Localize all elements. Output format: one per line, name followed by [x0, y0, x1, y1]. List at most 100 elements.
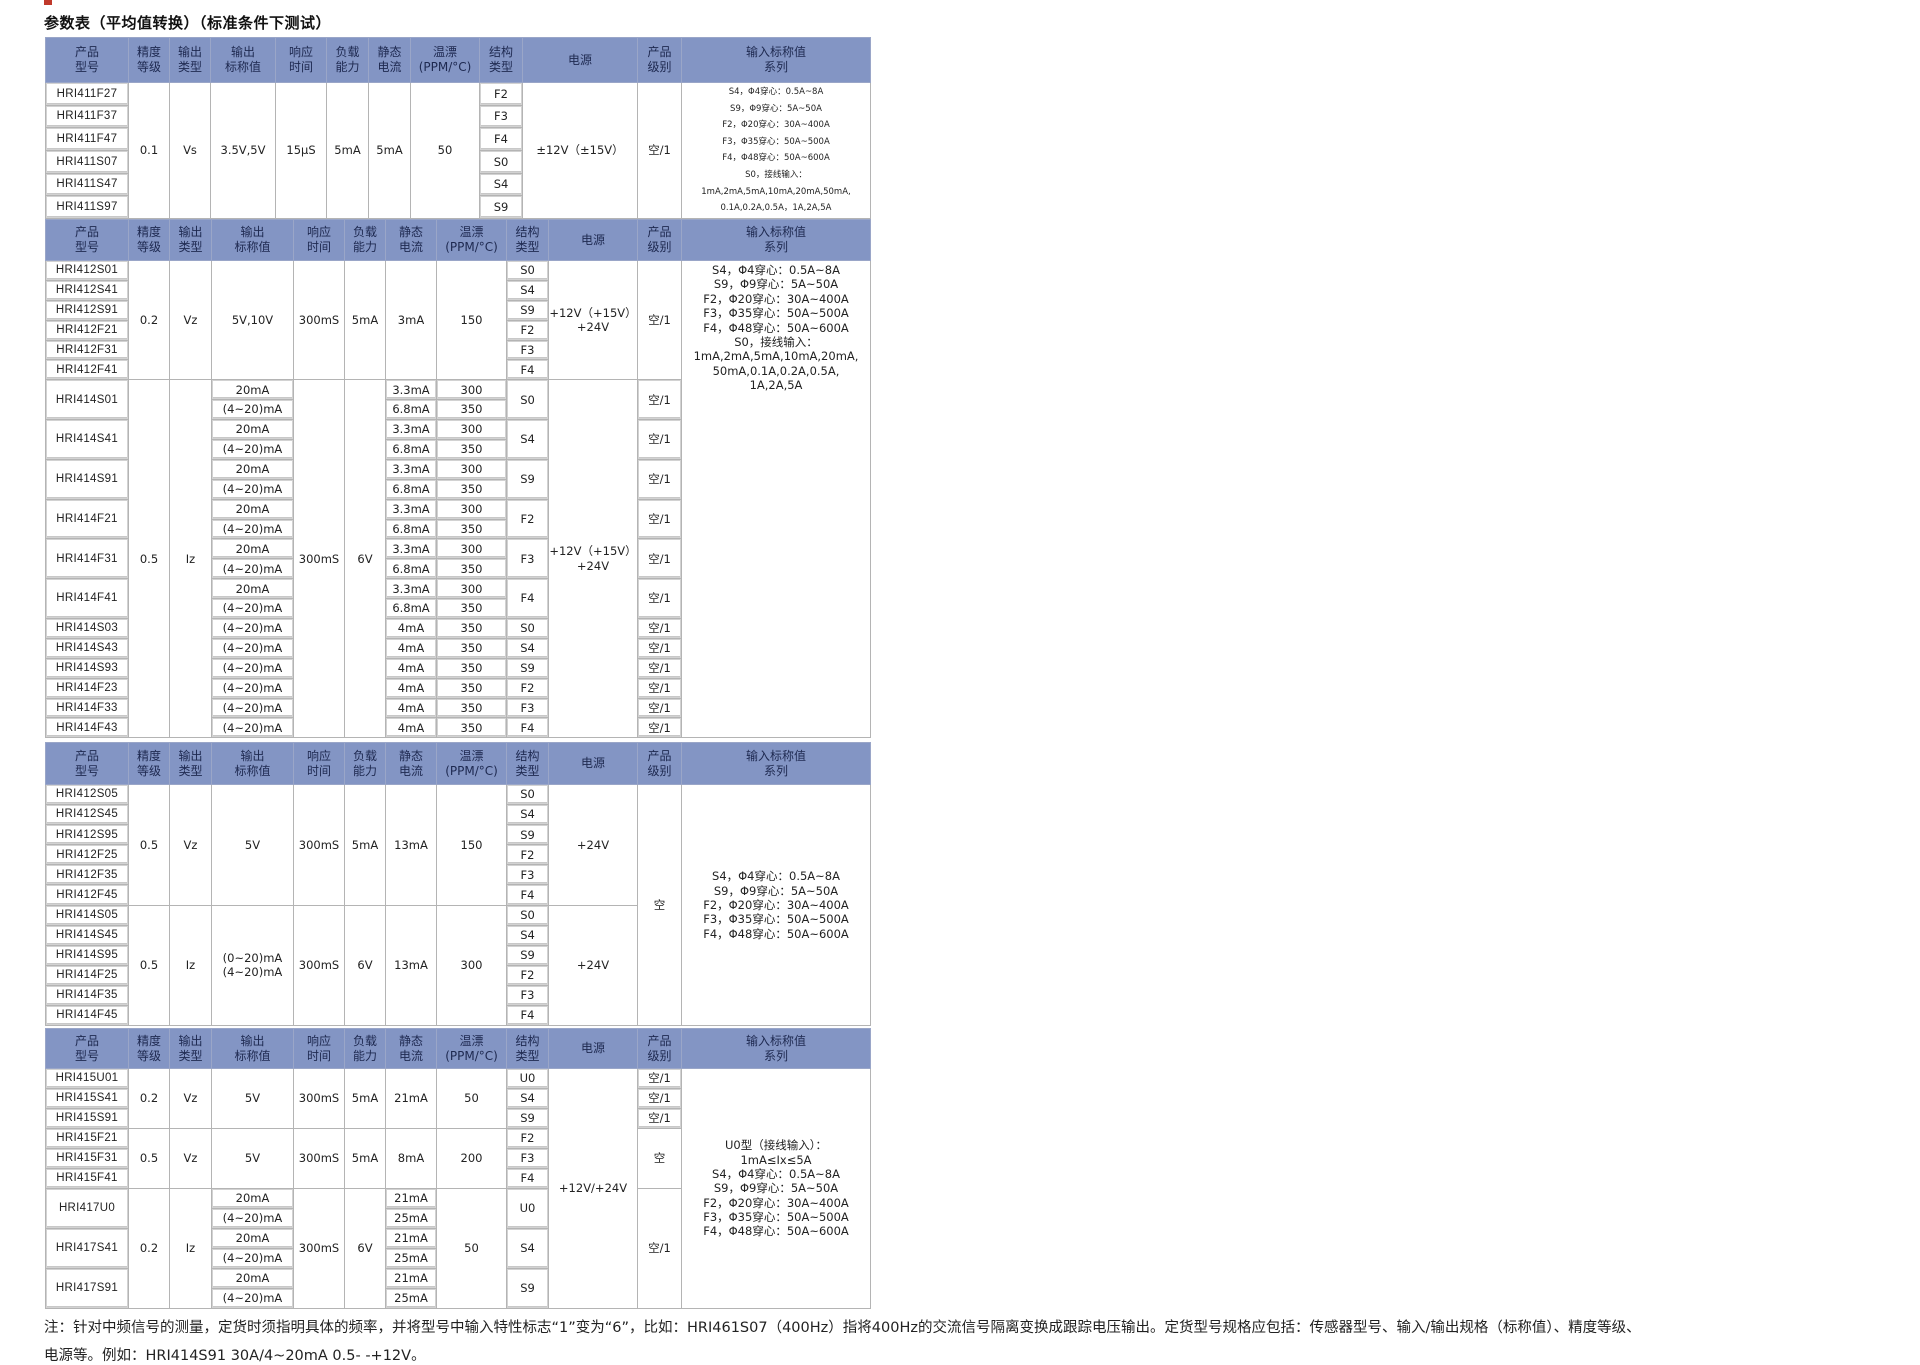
cell-input-series: S4，Φ4穿心：0.5A~8A S9，Φ9穿心：5A~50A F2，Φ20穿心：… [681, 783, 871, 1027]
cell-output-type: Vz [169, 1128, 212, 1189]
cell-model: HRI412S95 [45, 824, 129, 846]
cell-output-nominal: (4~20)mA [211, 1288, 294, 1309]
cell-quiescent-current: 21mA [385, 1268, 437, 1289]
cell-model: HRI412F45 [45, 884, 129, 906]
column-header-output-nominal: 输出 标称值 [211, 742, 294, 785]
spec-table-section-4: 产品 型号 精度 等级 输出 类型 输出 标称值 响应 时间 负载 能力 静态 电流 温漂 (… [45, 1028, 871, 1309]
column-header-drift: 温漂 (PPM/°C) [436, 1028, 507, 1069]
cell-grade: 空/1 [637, 458, 682, 500]
cell-accuracy: 0.2 [128, 1068, 170, 1129]
column-header-grade: 产品 级别 [637, 37, 682, 83]
table-row: HRI414F33 (4~20)mA 4mA 350 F3 空/1 [45, 697, 871, 719]
cell-structure: S9 [506, 657, 549, 679]
cell-quiescent-current: 6.8mA [385, 478, 437, 500]
cell-quiescent-current: 25mA [385, 1288, 437, 1309]
cell-output-type: Iz [169, 904, 212, 1027]
cell-quiescent-current: 3.3mA [385, 419, 437, 441]
cell-power: ±12V（±15V） [522, 82, 638, 219]
cell-grade: 空/1 [637, 697, 682, 719]
cell-structure: S9 [506, 944, 549, 966]
cell-drift: 300 [436, 538, 507, 560]
cell-model: HRI414F33 [45, 697, 129, 719]
header-row: 产品 型号 精度 等级 输出 类型 输出 标称值 响应 时间 负载 能力 静态 电流 温漂 (… [45, 37, 871, 83]
cell-model: HRI414S03 [45, 618, 129, 639]
column-header-response-time: 响应 时间 [293, 742, 345, 785]
column-header-structure: 结构 类型 [479, 37, 523, 83]
cell-structure: F4 [506, 1005, 549, 1027]
cell-structure: F3 [506, 984, 549, 1007]
cell-quiescent-current: 4mA [385, 697, 437, 719]
cell-response-time: 300mS [293, 1128, 345, 1189]
cell-model: HRI414F45 [45, 1005, 129, 1027]
header-row: 产品 型号 精度 等级 输出 类型 输出 标称值 响应 时间 负载 能力 静态 电流 温漂 (… [45, 1028, 871, 1069]
cell-drift: 300 [436, 904, 507, 1027]
cell-quiescent-current: 3.3mA [385, 578, 437, 600]
column-header-drift: 温漂 (PPM/°C) [410, 37, 480, 83]
cell-output-nominal: (4~20)mA [211, 618, 294, 639]
column-header-output-type: 输出 类型 [169, 1028, 212, 1069]
table-row: (4~20)mA 6.8mA 350 [46, 439, 871, 460]
table-row: (4~20)mA 25mA [46, 1208, 871, 1229]
cell-input-series: S4，Φ4穿心：0.5A~8A S9，Φ9穿心：5A~50A F2，Φ20穿心：… [681, 82, 871, 219]
cell-model: HRI414F23 [45, 677, 129, 699]
cell-model: HRI415S91 [45, 1108, 129, 1129]
cell-model: HRI415S41 [45, 1088, 129, 1109]
table-row: HRI414F31 20mA 3.3mA 300 F3 空/1 [45, 538, 871, 580]
cell-quiescent-current: 4mA [385, 717, 437, 739]
column-header-quiescent-current: 静态 电流 [385, 219, 437, 261]
column-header-structure: 结构 类型 [506, 1028, 549, 1069]
cell-structure: U0 [506, 1188, 549, 1229]
cell-output-nominal: 3.5V,5V [210, 82, 276, 219]
table-row: HRI414F43 (4~20)mA 4mA 350 F4 空/1 [45, 717, 871, 739]
column-header-load: 负载 能力 [344, 1028, 386, 1069]
cell-model: HRI412F21 [45, 319, 129, 341]
cell-structure: S4 [506, 1088, 549, 1109]
table-row: (4~20)mA 6.8mA 350 [46, 518, 871, 540]
cell-drift: 350 [436, 657, 507, 679]
spec-table-section-1: 产品 型号 精度 等级 输出 类型 输出 标称值 响应 时间 负载 能力 静态 电流 温漂 (… [45, 37, 871, 219]
cell-power: +12V（+15V） +24V [548, 379, 638, 739]
table-row: HRI412S01 0.2 Vz 5V,10V 300mS 5mA 3mA 150 S0 +12V… [45, 259, 871, 739]
cell-quiescent-current: 4mA [385, 637, 437, 659]
cell-output-type: Vz [169, 784, 212, 906]
cell-quiescent-current: 4mA [385, 618, 437, 639]
table-row: HRI415S91 S9 空/1 [45, 1108, 871, 1129]
column-header-output-nominal: 输出 标称值 [211, 1028, 294, 1069]
column-header-drift: 温漂 (PPM/°C) [436, 742, 507, 785]
column-header-quiescent-current: 静态 电流 [385, 742, 437, 785]
column-header-power: 电源 [548, 219, 638, 261]
cell-drift: 350 [436, 697, 507, 719]
cell-accuracy: 0.1 [128, 82, 170, 219]
cell-quiescent-current: 8mA [385, 1128, 437, 1189]
cell-response-time: 15μS [275, 82, 327, 219]
column-header-output-type: 输出 类型 [169, 742, 212, 785]
column-header-grade: 产品 级别 [637, 1028, 682, 1069]
cell-output-nominal: (4~20)mA [211, 478, 294, 500]
cell-model: HRI411S97 [45, 195, 129, 219]
cell-accuracy: 0.5 [128, 784, 170, 906]
cell-quiescent-current: 21mA [385, 1068, 437, 1129]
cell-quiescent-current: 6.8mA [385, 439, 437, 460]
cell-grade: 空/1 [637, 1068, 682, 1089]
column-header-power: 电源 [522, 37, 638, 83]
cell-power: +12V/+24V [548, 1068, 638, 1309]
column-header-accuracy: 精度 等级 [128, 1028, 170, 1069]
table-row: HRI414F35 F3 [45, 984, 871, 1007]
spec-table-section-3: 产品 型号 精度 等级 输出 类型 输出 标称值 响应 时间 负载 能力 静态 电流 温漂 (… [45, 742, 871, 1027]
cell-grade: 空/1 [637, 82, 682, 219]
table-row: (4~20)mA 25mA [46, 1248, 871, 1269]
cell-model: HRI414S41 [45, 419, 129, 460]
column-header-quiescent-current: 静态 电流 [385, 1028, 437, 1069]
page-title: 参数表（平均值转换）（标准条件下测试） [44, 14, 332, 32]
header-row: 产品 型号 精度 等级 输出 类型 输出 标称值 响应 时间 负载 能力 静态 电流 温漂 (… [45, 742, 871, 785]
table-row: HRI412F45 F4 [45, 884, 871, 906]
column-header-load: 负载 能力 [326, 37, 369, 83]
column-header-output-nominal: 输出 标称值 [210, 37, 276, 83]
cell-quiescent-current: 6.8mA [385, 399, 437, 421]
table-row: HRI415U01 0.2 Vz 5V 300mS 5mA 21mA 50 U0 +12V/+24… [45, 1068, 871, 1309]
column-header-quiescent-current: 静态 电流 [368, 37, 411, 83]
cell-quiescent-current: 4mA [385, 657, 437, 679]
cell-structure: F2 [506, 677, 549, 699]
cell-output-nominal: 20mA [211, 1228, 294, 1249]
cell-output-nominal: (4~20)mA [211, 439, 294, 460]
